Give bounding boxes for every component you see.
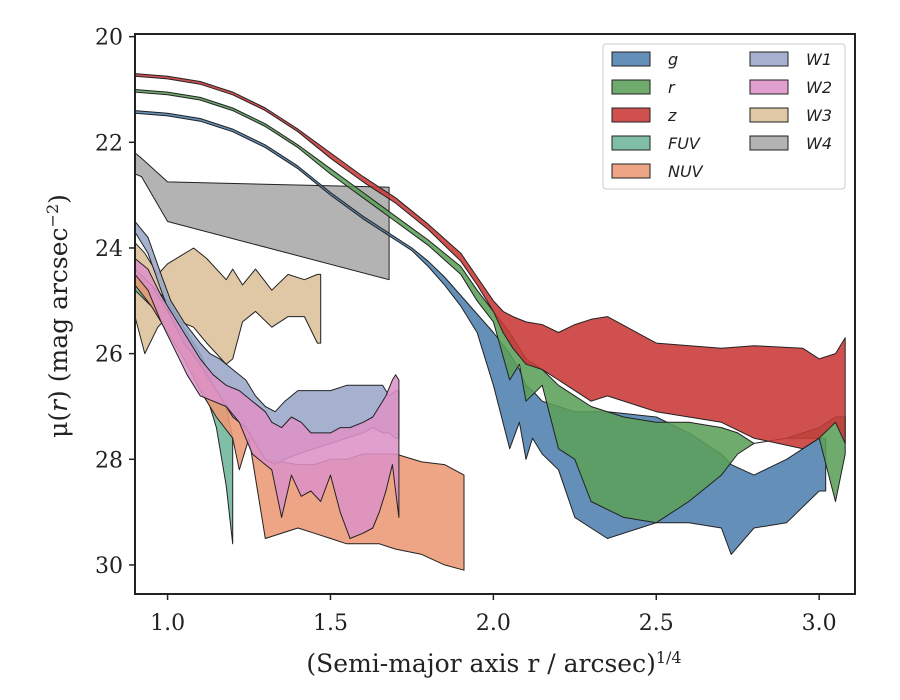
y-tick-label: 24	[95, 237, 123, 262]
series-band-w3	[135, 242, 322, 365]
x-tick-label: 2.5	[639, 611, 674, 636]
legend-swatch-w2	[749, 79, 789, 95]
legend-label-r: r	[668, 78, 676, 97]
legend-swatch-g	[611, 51, 651, 67]
plot-frame	[134, 33, 856, 595]
y-axis-label: μ(r) (mag arcsec−2)	[43, 194, 74, 438]
x-tick-label: 2.0	[476, 611, 511, 636]
series-band-w2	[135, 258, 400, 539]
axes-layer: 1.0 1.5 2.0 2.5 3.0 20 22 24 26 28 30	[95, 26, 856, 636]
legend-label-w4: W4	[806, 134, 832, 153]
legend-swatch-w1	[749, 51, 789, 67]
y-tick-label: 20	[95, 26, 123, 51]
legend-swatch-r	[611, 79, 651, 95]
y-tick-label: 26	[95, 343, 123, 368]
series-layer	[135, 73, 846, 571]
legend-swatch-w4	[749, 135, 789, 151]
legend-swatch-z	[611, 107, 651, 123]
legend-swatch-nuv	[611, 163, 651, 179]
legend: grz FUV NUV W1 W2 W3 W4	[602, 43, 846, 190]
x-tick-label: 3.0	[802, 611, 837, 636]
series-band-r	[135, 89, 846, 524]
legend-swatch-fuv	[611, 135, 651, 151]
y-tick-label: 28	[95, 448, 123, 473]
y-tick-label: 22	[95, 131, 123, 156]
series-band-z	[135, 73, 846, 450]
y-tick-label: 30	[95, 554, 123, 579]
legend-label-w2: W2	[806, 78, 832, 97]
legend-label-nuv: NUV	[668, 162, 704, 181]
legend-label-w3: W3	[806, 106, 832, 125]
x-tick-label: 1.5	[313, 611, 348, 636]
legend-label-g: g	[668, 50, 678, 69]
legend-swatch-w3	[749, 107, 789, 123]
legend-label-fuv: FUV	[668, 134, 701, 153]
series-band-w4	[135, 152, 390, 281]
x-tick-label: 1.0	[150, 611, 185, 636]
x-axis-label: (Semi-major axis r / arcsec)1/4	[306, 648, 681, 679]
legend-label-w1: W1	[806, 50, 832, 69]
legend-label-z: z	[667, 106, 677, 125]
